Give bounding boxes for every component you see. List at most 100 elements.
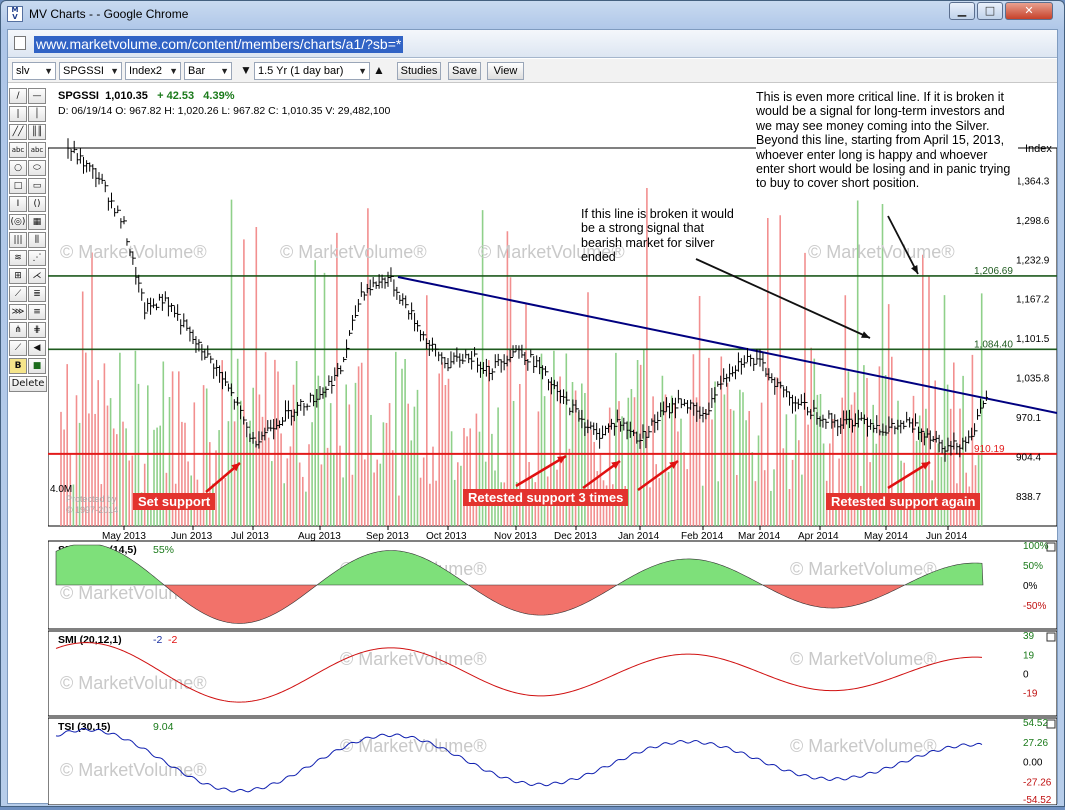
- period-value: 1.5 Yr (1 day bar): [258, 65, 344, 77]
- rectangle-tool[interactable]: □: [9, 178, 27, 194]
- gann-fan-tool[interactable]: ⋰: [28, 250, 46, 266]
- arc-tool[interactable]: (): [28, 196, 46, 212]
- vertical-line-tool[interactable]: |: [9, 106, 27, 122]
- save-button[interactable]: Save: [448, 62, 481, 80]
- price-bar: [887, 416, 891, 434]
- indicator-line: [55, 727, 983, 793]
- price-bar: [916, 422, 920, 440]
- price-bar: [725, 373, 729, 387]
- price-bar: [312, 394, 316, 407]
- fibonacci-levels-tool[interactable]: ≣: [28, 286, 46, 302]
- filled-rectangle-tool[interactable]: ▭: [28, 178, 46, 194]
- ray-tool[interactable]: │: [28, 106, 46, 122]
- watermark-text: © MarketVolume®: [478, 242, 625, 262]
- period-down-icon[interactable]: ▼: [240, 63, 252, 77]
- price-bar: [455, 347, 459, 362]
- indicator-frame: [47, 630, 1058, 717]
- price-bar: [434, 343, 438, 357]
- grid-tool[interactable]: ▦: [28, 214, 46, 230]
- price-bar: [446, 358, 450, 372]
- price-bar: [505, 355, 509, 367]
- arrow-shaft: [887, 460, 931, 490]
- price-bar: [574, 399, 578, 413]
- price-x-tick: Apr 2014: [798, 531, 839, 542]
- price-bar: [635, 431, 639, 444]
- price-bar: [410, 302, 414, 320]
- url-field[interactable]: www.marketvolume.com/content/members/cha…: [34, 36, 404, 53]
- price-bar: [350, 314, 354, 334]
- price-bar: [609, 418, 613, 430]
- price-y-tick: 1,035.8: [1016, 374, 1050, 385]
- chart-svg[interactable]: © MarketVolume® © MarketVolume® © MarketVo…: [10, 86, 1058, 806]
- price-bar: [520, 344, 524, 358]
- price-bar: [281, 417, 285, 426]
- price-bar: [176, 304, 180, 321]
- price-panel: © MarketVolume® © MarketVolume® © MarketVo…: [47, 138, 1058, 542]
- view-button[interactable]: View: [487, 62, 524, 80]
- error-channel-tool[interactable]: ⋙: [9, 304, 27, 320]
- price-bar: [418, 325, 422, 342]
- maximize-button[interactable]: □: [977, 2, 1003, 20]
- price-bar: [380, 274, 384, 289]
- index-select[interactable]: Index2 ▼: [125, 62, 181, 80]
- price-bar: [755, 349, 759, 365]
- parallel-tool[interactable]: ║║: [28, 124, 46, 140]
- text-tool[interactable]: abc: [9, 142, 27, 158]
- flag-tool[interactable]: ◀: [28, 340, 46, 356]
- price-bar: [859, 412, 863, 421]
- bold-tool[interactable]: B: [9, 358, 27, 374]
- speed-lines-tool[interactable]: ≋: [9, 250, 27, 266]
- price-bar: [628, 421, 632, 438]
- period-select[interactable]: 1.5 Yr (1 day bar) ▼: [254, 62, 370, 80]
- price-bar: [302, 400, 306, 416]
- delete-button[interactable]: Delete: [9, 376, 47, 392]
- price-bar: [601, 425, 605, 439]
- andrews-tool[interactable]: ≡: [28, 304, 46, 320]
- critical-line-note: This is even more critical line. If it i…: [756, 90, 1018, 191]
- pitchfork-tool[interactable]: ⋌: [28, 268, 46, 284]
- minimize-button[interactable]: ▁: [949, 2, 975, 20]
- copyright-text: © 1997-2014: [66, 505, 119, 515]
- line-tool[interactable]: /: [9, 88, 27, 104]
- price-bar: [541, 365, 545, 380]
- chart-type-select[interactable]: Bar ▼: [184, 62, 232, 80]
- price-bar: [173, 305, 177, 318]
- filled-ellipse-tool[interactable]: ⬭: [28, 160, 46, 176]
- volume-label: 4.0M: [50, 484, 73, 495]
- close-button[interactable]: ✕: [1005, 2, 1053, 20]
- horizontal-line-tool[interactable]: —: [28, 88, 46, 104]
- chart-area[interactable]: © MarketVolume® © MarketVolume® © MarketVo…: [10, 86, 1058, 806]
- price-bar: [78, 147, 82, 164]
- price-bar: [275, 418, 279, 430]
- regression-tool[interactable]: ⟋: [9, 286, 27, 302]
- arc-fill-tool[interactable]: (◎): [9, 214, 27, 230]
- indicator-y-tick-right: 39: [1023, 631, 1035, 642]
- period-up-icon[interactable]: ▲: [373, 63, 385, 77]
- indicator-y-tick-right: -19: [1023, 688, 1038, 699]
- fan-lines-tool[interactable]: ⫼: [28, 232, 46, 248]
- symbol-select[interactable]: slv ▼: [12, 62, 56, 80]
- time-cycles-tool[interactable]: |||: [9, 232, 27, 248]
- fibonacci-fan-tool[interactable]: ⊞: [9, 268, 27, 284]
- indicator-line: [55, 642, 983, 703]
- cycle-tool[interactable]: I: [9, 196, 27, 212]
- text-box-tool[interactable]: abc: [28, 142, 46, 158]
- pointer-tool[interactable]: ⟋: [9, 340, 27, 356]
- channel-tool[interactable]: ╱╱: [9, 124, 27, 140]
- price-bar: [169, 303, 173, 312]
- retracement-tool[interactable]: ⋕: [28, 322, 46, 338]
- price-bar: [427, 340, 431, 356]
- indicator-y-tick-right: 50%: [1023, 561, 1043, 572]
- ellipse-tool[interactable]: ○: [9, 160, 27, 176]
- quote-change-pct: 4.39%: [203, 90, 235, 102]
- price-bar: [544, 366, 548, 376]
- price-bar: [978, 398, 982, 417]
- price-y-tick: 1,298.6: [1016, 216, 1050, 227]
- compare-select[interactable]: SPGSSI ▼: [59, 62, 122, 80]
- spiral-tool[interactable]: ⋔: [9, 322, 27, 338]
- color-tool[interactable]: ■: [28, 358, 46, 374]
- price-bar: [116, 205, 120, 214]
- price-bar: [716, 381, 720, 396]
- studies-button[interactable]: Studies: [397, 62, 441, 80]
